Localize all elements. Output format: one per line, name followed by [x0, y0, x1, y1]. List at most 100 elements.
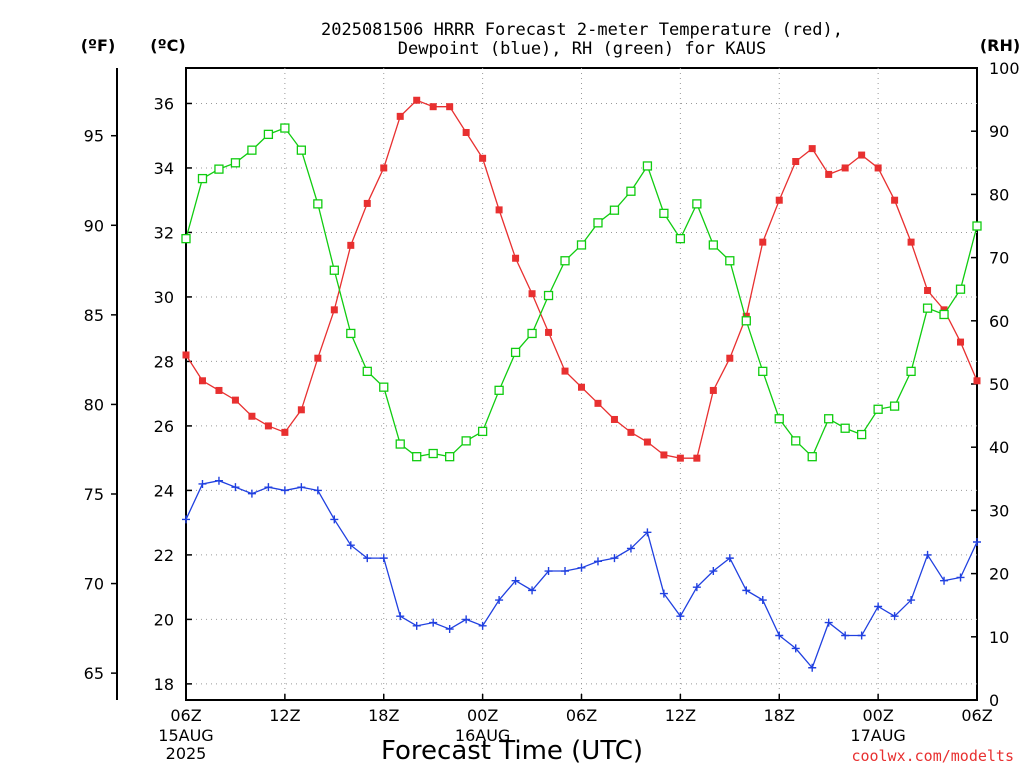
temperature-point	[198, 377, 206, 385]
celsius-tick-label: 26	[154, 417, 174, 436]
dewpoint-point	[528, 586, 537, 595]
rh-point	[692, 199, 702, 209]
rh-point	[428, 448, 438, 459]
dewpoint-point	[874, 602, 883, 611]
temperature-point	[907, 238, 915, 246]
rh-point	[939, 309, 949, 320]
rh-point	[824, 414, 834, 424]
fahrenheit-tick-label: 80	[84, 395, 104, 414]
rh-tick-label: 80	[989, 185, 1009, 204]
time-tick-label: 12Z	[269, 706, 300, 725]
rh-point	[593, 218, 603, 228]
temperature-point	[264, 422, 272, 430]
dewpoint-point	[429, 618, 438, 627]
fahrenheit-tick-label: 85	[84, 306, 104, 325]
dewpoint-point	[626, 544, 635, 553]
rh-point	[807, 452, 817, 462]
rh-tick-label: 90	[989, 122, 1009, 141]
axis-ticks: 18 20 22 24 26 28 30 32 34 36 65 70 75 80 85 90 95 0 10 20 3…	[84, 59, 1020, 763]
temperature-point	[792, 158, 800, 166]
temperature-point	[512, 254, 520, 262]
dewpoint-point	[890, 612, 899, 621]
rh-tick-label: 30	[989, 501, 1009, 520]
rh-point	[329, 265, 339, 275]
rh-tick-label: 10	[989, 628, 1009, 647]
celsius-unit-label: (ºC)	[150, 36, 185, 55]
time-tick-label: 00Z	[467, 706, 498, 725]
data-series	[181, 96, 982, 672]
rh-point	[922, 303, 933, 313]
date-label: 15AUG	[158, 726, 213, 745]
time-tick-label: 18Z	[764, 706, 795, 725]
dewpoint-point	[709, 567, 718, 576]
dewpoint-point	[577, 563, 586, 572]
dewpoint-point	[940, 576, 949, 585]
celsius-tick-label: 20	[154, 610, 174, 629]
rh-point	[972, 221, 982, 231]
rh-point	[263, 129, 274, 140]
dewpoint-point	[379, 554, 388, 563]
credit-link[interactable]: coolwx.com/modelts	[851, 747, 1014, 765]
dewpoint-point	[264, 483, 273, 492]
temperature-point	[841, 164, 849, 172]
dewpoint-point	[198, 479, 207, 488]
rh-point	[230, 158, 241, 168]
rh-point	[510, 347, 521, 358]
rh-point	[477, 426, 488, 437]
dewpoint-point	[214, 476, 223, 485]
fahrenheit-tick-label: 75	[84, 485, 104, 504]
rh-tick-label: 40	[989, 438, 1009, 457]
rh-point	[412, 452, 422, 462]
celsius-tick-label: 22	[154, 546, 174, 565]
rh-point	[543, 290, 554, 301]
temperature-point	[759, 238, 767, 246]
rh-point	[461, 436, 471, 446]
rh-tick-label: 60	[989, 312, 1009, 331]
temperature-point	[215, 386, 223, 394]
dewpoint-point	[280, 486, 289, 495]
grid-lines	[186, 68, 977, 700]
date-label: 2025	[166, 744, 207, 763]
celsius-tick-label: 28	[154, 352, 174, 371]
celsius-tick-label: 36	[154, 94, 174, 113]
temperature-point	[297, 406, 305, 414]
rh-point	[346, 328, 356, 339]
rh-point	[708, 240, 718, 250]
dewpoint-point	[462, 615, 471, 624]
rh-point	[280, 123, 290, 133]
dewpoint-point	[824, 618, 833, 627]
dewpoint-point	[593, 557, 602, 566]
time-tick-label: 12Z	[665, 706, 696, 725]
rh-point	[758, 366, 768, 377]
dewpoint-point	[775, 631, 784, 640]
time-tick-label: 06Z	[961, 706, 992, 725]
rh-point	[395, 439, 405, 449]
fahrenheit-unit-label: (ºF)	[81, 36, 116, 55]
temperature-point	[874, 164, 882, 172]
temperature-point	[446, 103, 454, 111]
temperature-point	[808, 145, 816, 153]
rh-point	[527, 328, 537, 339]
temperature-point	[462, 128, 470, 136]
temperature-point	[858, 151, 866, 159]
rh-point	[560, 256, 570, 266]
temperature-point	[231, 396, 239, 404]
rh-point	[856, 429, 867, 440]
fahrenheit-tick-label: 95	[84, 127, 104, 146]
temperature-point	[660, 451, 668, 459]
temperature-point	[182, 351, 190, 359]
temperature-point	[924, 286, 932, 294]
temperature-point	[578, 383, 585, 391]
temperature-point	[347, 241, 355, 249]
dewpoint-point	[495, 596, 504, 605]
rh-point	[675, 233, 686, 244]
celsius-tick-label: 30	[154, 288, 174, 307]
dewpoint-point	[956, 573, 965, 582]
date-label: 17AUG	[850, 726, 905, 745]
temperature-point	[726, 354, 734, 362]
rh-point	[445, 452, 455, 462]
rh-tick-label: 70	[989, 249, 1009, 268]
dewpoint-point	[659, 589, 668, 598]
dewpoint-point	[841, 631, 850, 640]
dewpoint-point	[247, 489, 256, 498]
